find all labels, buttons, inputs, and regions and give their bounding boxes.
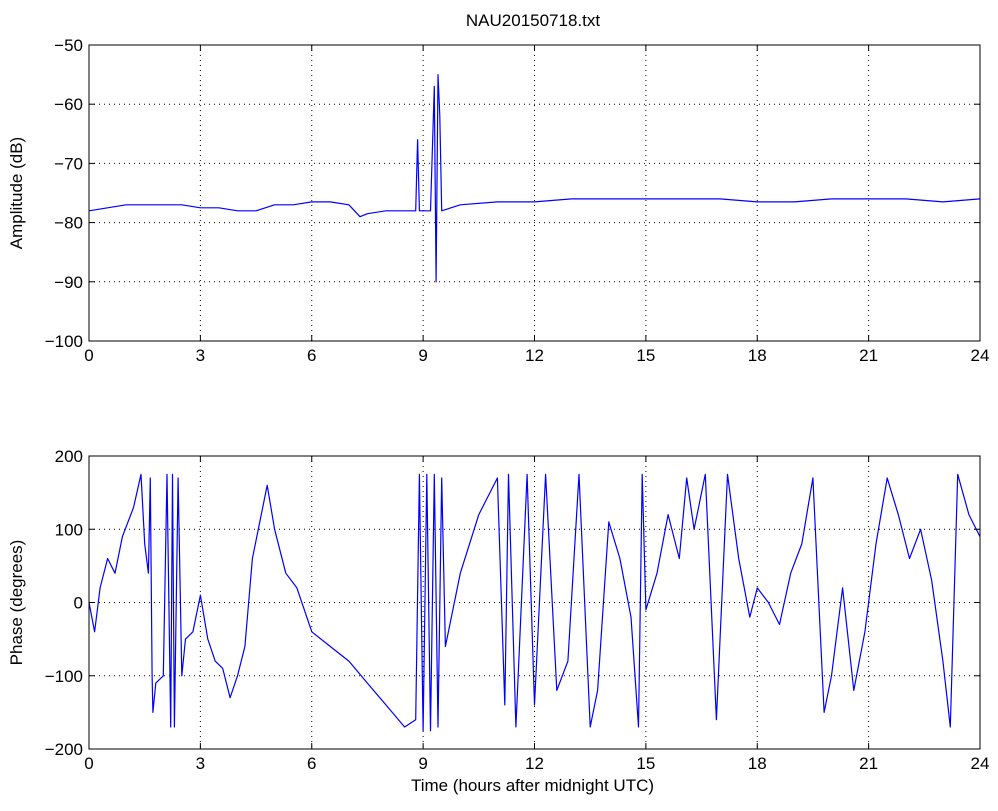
amplitude-xtick-label: 9	[418, 346, 427, 365]
amplitude-ytick-label: −80	[54, 214, 83, 233]
phase-ytick-label: 0	[74, 594, 83, 613]
phase-ytick-label: 200	[55, 447, 83, 466]
amplitude-ytick-label: −60	[54, 95, 83, 114]
amplitude-ylabel: Amplitude (dB)	[7, 137, 26, 249]
amplitude-xtick-label: 3	[196, 346, 205, 365]
amplitude-plot: 0 3 6 9 12 15 18 21 24 −100 −90 −80 −70 −60 −50 Amplitu…	[7, 36, 989, 365]
phase-series-line	[88, 473, 981, 732]
amplitude-xtick-label: 6	[307, 346, 316, 365]
phase-xtick-label: 21	[859, 754, 878, 773]
phase-xtick-label: 15	[636, 754, 655, 773]
phase-xtick-label: 6	[307, 754, 316, 773]
amplitude-ytick-label: −90	[54, 273, 83, 292]
phase-xtick-label: 3	[196, 754, 205, 773]
amplitude-xtick-label: 21	[859, 346, 878, 365]
phase-ytick-label: 100	[55, 520, 83, 539]
amplitude-ytick-label: −100	[45, 332, 83, 351]
phase-plot: 0 3 6 9 12 15 18 21 24 −200 −100 0 100 200 Phase (degr…	[7, 447, 989, 795]
chart-title: NAU20150718.txt	[466, 11, 600, 30]
phase-xtick-label: 24	[971, 754, 990, 773]
phase-xtick-label: 9	[418, 754, 427, 773]
amplitude-ytick-label: −70	[54, 154, 83, 173]
phase-xtick-label: 0	[84, 754, 93, 773]
phase-xtick-label: 18	[748, 754, 767, 773]
phase-ytick-label: −100	[45, 667, 83, 686]
phase-xtick-label: 12	[525, 754, 544, 773]
phase-ylabel: Phase (degrees)	[7, 540, 26, 666]
amplitude-xtick-label: 0	[84, 346, 93, 365]
amplitude-series-line	[88, 73, 981, 283]
amplitude-ytick-label: −50	[54, 36, 83, 55]
phase-ytick-label: −200	[45, 740, 83, 759]
amplitude-xtick-label: 12	[525, 346, 544, 365]
amplitude-xtick-label: 15	[636, 346, 655, 365]
amplitude-xtick-label: 24	[971, 346, 990, 365]
amplitude-xtick-label: 18	[748, 346, 767, 365]
phase-xlabel: Time (hours after midnight UTC)	[411, 776, 654, 795]
